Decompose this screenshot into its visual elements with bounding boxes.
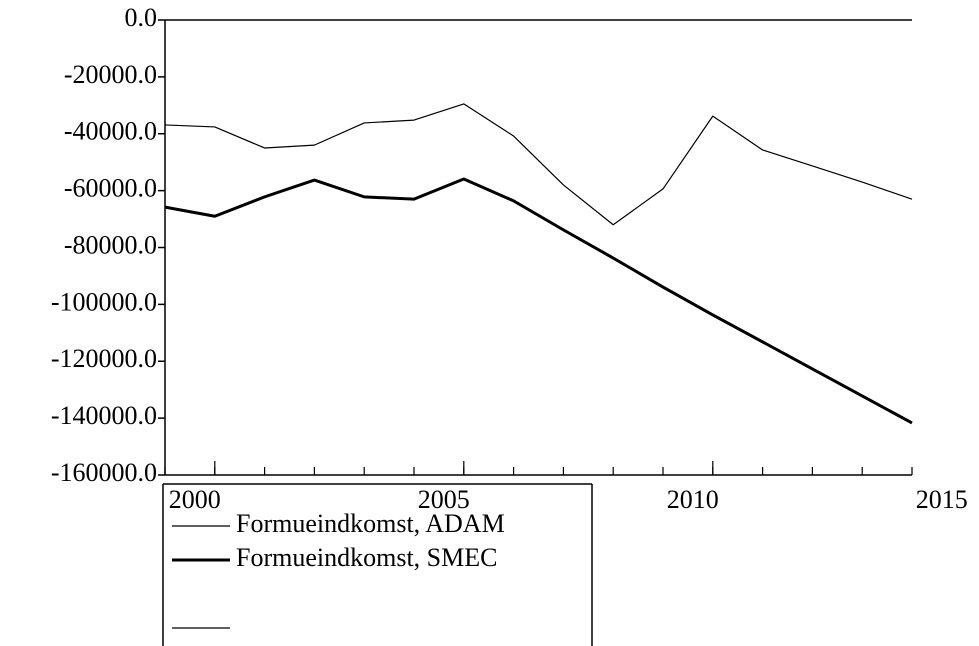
x-tick-label: 2000 (169, 485, 221, 514)
y-tick-label: -100000.0 (51, 287, 157, 316)
legend-label: Formueindkomst, ADAM (236, 509, 505, 538)
series-line (164, 177, 913, 425)
y-tick-label: -120000.0 (51, 344, 157, 373)
y-tick-label: -60000.0 (64, 174, 157, 203)
y-tick-label: -80000.0 (64, 230, 157, 259)
x-tick-label: 2015 (916, 485, 968, 514)
y-tick-label: 0.0 (125, 3, 158, 32)
y-tick-label: -40000.0 (64, 117, 157, 146)
x-tick-label: 2010 (667, 485, 719, 514)
y-tick-label: -160000.0 (51, 458, 157, 487)
legend-label: Formueindkomst, SMEC (236, 543, 497, 572)
series-line (164, 103, 913, 226)
x-tick-label: 2005 (418, 485, 470, 514)
y-tick-label: -140000.0 (51, 401, 157, 430)
y-tick-label: -20000.0 (64, 60, 157, 89)
